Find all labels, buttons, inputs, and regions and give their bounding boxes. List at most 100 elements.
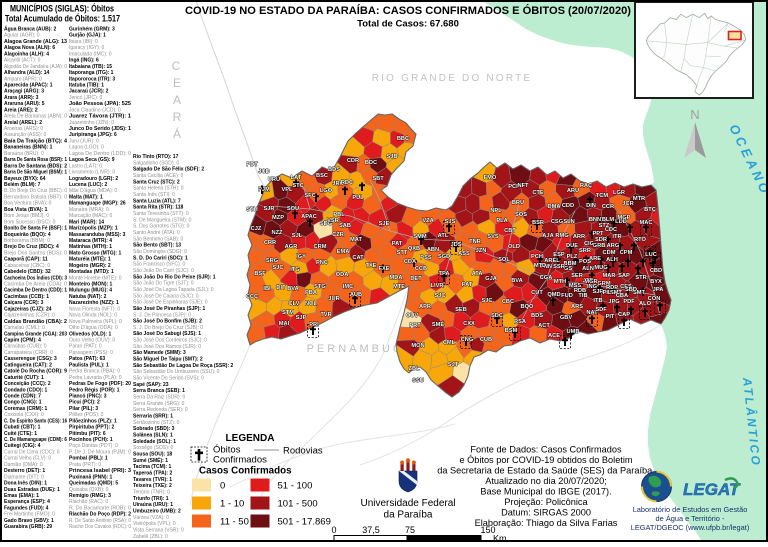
svg-text:CJZ: CJZ bbox=[251, 226, 262, 232]
svg-text:Caraúbas (CUB): 0: Caraúbas (CUB): 0 bbox=[4, 344, 47, 350]
svg-text:BBC: BBC bbox=[397, 136, 409, 142]
svg-text:SOL: SOL bbox=[498, 257, 510, 263]
svg-text:Capim (CPM): 4: Capim (CPM): 4 bbox=[4, 338, 41, 344]
svg-text:SMT: SMT bbox=[610, 290, 623, 296]
svg-text:Santa Rita (STR): 118: Santa Rita (STR): 118 bbox=[133, 205, 184, 211]
svg-text:MGR: MGR bbox=[584, 279, 597, 285]
svg-text:Araçagi (ARG): 3: Araçagi (ARG): 3 bbox=[4, 89, 44, 95]
svg-text:APR: APR bbox=[419, 304, 431, 310]
svg-text:DUE: DUE bbox=[566, 243, 578, 249]
svg-text:R. De Santo Antônio (RSA): 0: R. De Santo Antônio (RSA): 0 bbox=[69, 518, 131, 524]
svg-text:Junco Do Serido (JDS): 1: Junco Do Serido (JDS): 1 bbox=[69, 126, 131, 132]
svg-text:Cacimbas (CCB): 1: Cacimbas (CCB): 1 bbox=[4, 294, 49, 300]
svg-text:São João Do Rio Do Peixe (SJR): São João Do Rio Do Peixe (SJR): 1 bbox=[133, 274, 216, 280]
svg-text:Natuba (NAT): 2: Natuba (NAT): 2 bbox=[69, 294, 107, 300]
svg-text:LEGENDA: LEGENDA bbox=[226, 433, 275, 444]
svg-text:ZBL: ZBL bbox=[408, 366, 420, 372]
svg-text:Rio Tinto (RTO): 17: Rio Tinto (RTO): 17 bbox=[133, 154, 179, 160]
svg-text:SFC: SFC bbox=[304, 193, 315, 199]
svg-text:Laboratório de Estudos em Gest: Laboratório de Estudos em Gestão bbox=[633, 505, 748, 514]
svg-text:SMÉ: SMÉ bbox=[432, 320, 445, 328]
svg-text:51 - 100: 51 - 100 bbox=[278, 481, 313, 492]
svg-text:CON: CON bbox=[648, 296, 661, 302]
svg-text:Conde (CDN): 7: Conde (CDN): 7 bbox=[4, 394, 41, 400]
svg-text:Maturéia (MTE): 1: Maturéia (MTE): 1 bbox=[69, 257, 111, 263]
svg-text:Uiraúna (URU): 1: Uiraúna (URU): 1 bbox=[133, 502, 173, 508]
svg-text:Santa Cecília (ACE): 0: Santa Cecília (ACE): 0 bbox=[133, 173, 184, 179]
svg-text:Cuitegi (CIG): 4: Cuitegi (CIG): 4 bbox=[4, 443, 41, 449]
svg-text:Paulista (PUL): 1: Paulista (PUL): 1 bbox=[69, 362, 109, 368]
svg-text:Confirmados: Confirmados bbox=[213, 455, 267, 466]
svg-text:BSM: BSM bbox=[505, 328, 518, 334]
svg-text:Bonito De Santa Fé (BSF): 1: Bonito De Santa Fé (BSF): 1 bbox=[4, 226, 67, 232]
svg-text:C. De Mamanguape (CDM): 6: C. De Mamanguape (CDM): 6 bbox=[4, 437, 67, 443]
svg-text:Picuí (PCI): 2: Picuí (PCI): 2 bbox=[69, 400, 100, 406]
svg-text:CCB: CCB bbox=[415, 266, 427, 272]
svg-text:CRR: CRR bbox=[264, 240, 276, 246]
svg-text:Amparo (APR): 0: Amparo (APR): 0 bbox=[4, 76, 42, 82]
svg-text:SJB: SJB bbox=[386, 154, 397, 160]
svg-text:Lucena (LUC): 2: Lucena (LUC): 2 bbox=[69, 182, 108, 188]
svg-text:CDC: CDC bbox=[605, 227, 617, 233]
svg-text:Curral Velho (CLV): 0: Curral Velho (CLV): 0 bbox=[4, 456, 51, 462]
svg-text:SDC: SDC bbox=[491, 313, 503, 319]
svg-text:Cajazeirinhas (CZR): 0: Cajazeirinhas (CZR): 0 bbox=[4, 313, 55, 319]
svg-text:Barra De Santa Rosa (BSR): 1: Barra De Santa Rosa (BSR): 1 bbox=[4, 157, 67, 163]
svg-text:ATA: ATA bbox=[472, 271, 483, 277]
svg-text:ARR: ARR bbox=[573, 234, 585, 240]
svg-text:Cabaceiras (CBC): 0: Cabaceiras (CBC): 0 bbox=[4, 263, 50, 269]
svg-text:Emas (EMA): 1: Emas (EMA): 1 bbox=[4, 493, 39, 499]
svg-text:TNR: TNR bbox=[469, 239, 481, 245]
svg-text:BBM: BBM bbox=[564, 261, 577, 267]
svg-text:Salgadinho (SGD): 0: Salgadinho (SGD): 0 bbox=[133, 160, 179, 166]
svg-text:Princesa Isabel (PRI): 3: Princesa Isabel (PRI): 3 bbox=[69, 468, 131, 474]
svg-text:Mãe D'água (MDA): 0: Mãe D'água (MDA): 0 bbox=[69, 188, 117, 194]
svg-text:JCR: JCR bbox=[622, 201, 633, 207]
svg-text:Nova Palmeira (NPL): 0: Nova Palmeira (NPL): 0 bbox=[69, 319, 122, 325]
svg-text:Imaculada (IMC): 0: Imaculada (IMC): 0 bbox=[69, 51, 112, 57]
svg-text:Umbuzeiro (UMB): 2: Umbuzeiro (UMB): 2 bbox=[133, 509, 181, 515]
svg-text:ITG: ITG bbox=[290, 267, 300, 273]
svg-text:Jacaraú (JCR): 2: Jacaraú (JCR): 2 bbox=[69, 89, 109, 95]
svg-text:Barra De São Miguel (BSM): 1: Barra De São Miguel (BSM): 1 bbox=[4, 170, 67, 176]
svg-text:Teixeira (TXE): 2: Teixeira (TXE): 2 bbox=[133, 483, 172, 489]
svg-text:JUR: JUR bbox=[328, 296, 339, 302]
svg-text:AJA: AJA bbox=[542, 233, 553, 239]
svg-text:BSR: BSR bbox=[532, 220, 544, 226]
svg-text:75: 75 bbox=[405, 525, 415, 535]
svg-text:SBD: SBD bbox=[625, 287, 637, 293]
svg-text:Pilar (PIL): 3: Pilar (PIL): 3 bbox=[69, 406, 98, 412]
svg-text:da Secretaria de Estado da Saú: da Secretaria de Estado da Saúde (SES) d… bbox=[437, 466, 655, 476]
svg-text:CCÇ: CCÇ bbox=[246, 294, 258, 300]
svg-text:VSR: VSR bbox=[327, 218, 339, 224]
svg-text:Baía Da Traição (BTÇ): 4: Baía Da Traição (BTÇ): 4 bbox=[4, 139, 67, 145]
svg-text:ACT: ACT bbox=[538, 323, 550, 329]
svg-text:Pilões (POS): 0: Pilões (POS): 0 bbox=[69, 412, 104, 418]
svg-text:Sertãozinho (STZ): 0: Sertãozinho (STZ): 0 bbox=[133, 420, 180, 426]
svg-text:Várzea (VZA): 0: Várzea (VZA): 0 bbox=[133, 515, 169, 521]
svg-text:MUG: MUG bbox=[594, 265, 608, 271]
svg-text:BVA: BVA bbox=[511, 278, 523, 284]
svg-text:TCM: TCM bbox=[596, 193, 609, 199]
svg-text:MDA: MDA bbox=[390, 275, 403, 281]
svg-text:AUB: AUB bbox=[350, 292, 362, 298]
svg-text:MSS: MSS bbox=[569, 283, 582, 289]
svg-text:UMB: UMB bbox=[567, 329, 580, 335]
svg-text:Salgado De São Félix (SDF): 2: Salgado De São Félix (SDF): 2 bbox=[133, 167, 204, 173]
svg-text:P. De J. De Moura (PJM): 0: P. De J. De Moura (PJM): 0 bbox=[69, 450, 131, 456]
svg-text:São Sebastião Do Umbuzeiro (SS: São Sebastião Do Umbuzeiro (SSU): 0 bbox=[133, 369, 220, 375]
svg-text:Baraúna (BRU): 0: Baraúna (BRU): 0 bbox=[4, 151, 44, 157]
svg-text:PUL: PUL bbox=[352, 195, 364, 201]
svg-text:SGD: SGD bbox=[438, 254, 450, 260]
svg-text:CBT: CBT bbox=[504, 228, 516, 234]
svg-text:Aroeiras (ARS): 0: Aroeiras (ARS): 0 bbox=[4, 126, 43, 132]
svg-text:São José Do Sabugi (SJS): 1: São José Do Sabugi (SJS): 1 bbox=[133, 331, 201, 337]
svg-text:APAC: APAC bbox=[301, 214, 317, 220]
svg-text:ODA: ODA bbox=[336, 272, 349, 278]
svg-text:JDS: JDS bbox=[450, 242, 461, 248]
svg-text:Brejo Do Cruz (BDC): 4: Brejo Do Cruz (BDC): 4 bbox=[4, 244, 59, 250]
svg-text:SRR: SRR bbox=[579, 248, 591, 254]
svg-text:Parari (PAT): 0: Parari (PAT): 0 bbox=[69, 344, 102, 350]
svg-text:Juarez Távora (JTR): 1: Juarez Távora (JTR): 1 bbox=[69, 114, 131, 120]
svg-text:Campina Grande (CGA): 203: Campina Grande (CGA): 203 bbox=[4, 331, 67, 337]
